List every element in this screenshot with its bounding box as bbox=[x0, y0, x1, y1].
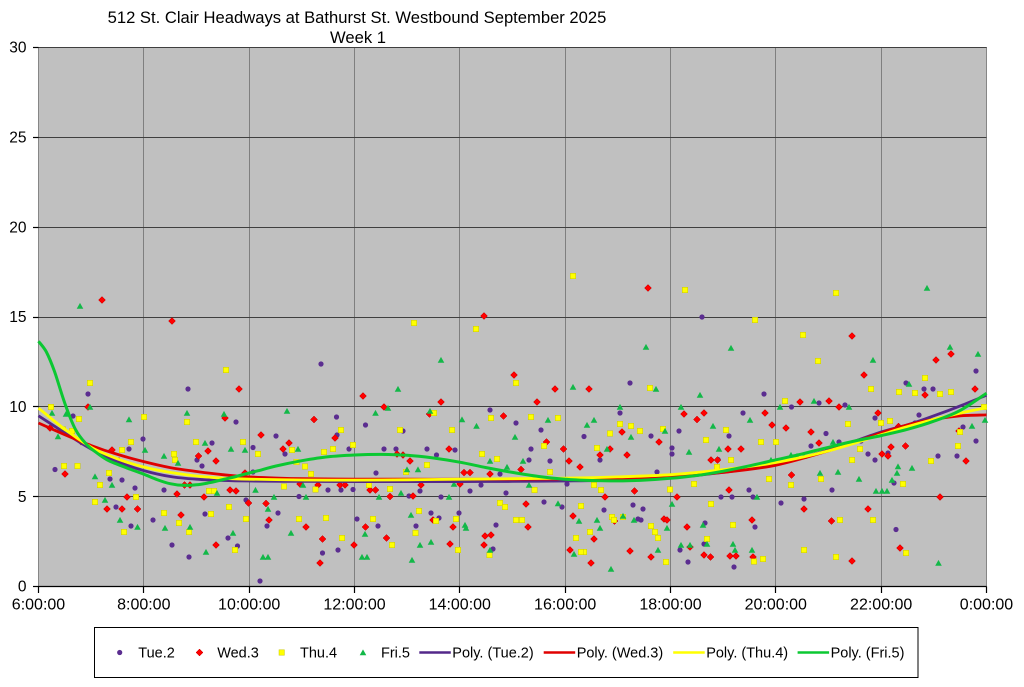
svg-text:20:00:00: 20:00:00 bbox=[745, 597, 807, 614]
svg-text:Poly. (Tue.2): Poly. (Tue.2) bbox=[452, 646, 533, 662]
svg-text:25: 25 bbox=[9, 130, 26, 147]
svg-text:30: 30 bbox=[9, 40, 27, 57]
svg-text:10: 10 bbox=[9, 399, 27, 416]
svg-text:16:00:00: 16:00:00 bbox=[534, 597, 596, 614]
svg-text:512 St. Clair Headways at Bath: 512 St. Clair Headways at Bathurst St. W… bbox=[108, 8, 607, 27]
svg-text:5: 5 bbox=[18, 489, 27, 506]
svg-text:6:00:00: 6:00:00 bbox=[12, 597, 65, 614]
svg-text:Poly. (Wed.3): Poly. (Wed.3) bbox=[577, 646, 664, 662]
svg-text:Fri.5: Fri.5 bbox=[381, 646, 410, 662]
svg-text:Tue.2: Tue.2 bbox=[138, 646, 175, 662]
svg-text:0: 0 bbox=[18, 579, 27, 596]
svg-text:Thu.4: Thu.4 bbox=[300, 646, 337, 662]
svg-text:22:00:00: 22:00:00 bbox=[850, 597, 912, 614]
svg-text:14:00:00: 14:00:00 bbox=[429, 597, 491, 614]
svg-text:0:00:00: 0:00:00 bbox=[960, 597, 1013, 614]
svg-text:15: 15 bbox=[9, 309, 26, 326]
svg-text:Poly. (Thu.4): Poly. (Thu.4) bbox=[706, 646, 788, 662]
svg-text:Poly. (Fri.5): Poly. (Fri.5) bbox=[831, 646, 905, 662]
svg-text:18:00:00: 18:00:00 bbox=[639, 597, 701, 614]
svg-text:Wed.3: Wed.3 bbox=[217, 646, 259, 662]
svg-text:20: 20 bbox=[9, 219, 27, 236]
svg-text:10:00:00: 10:00:00 bbox=[218, 597, 280, 614]
svg-text:8:00:00: 8:00:00 bbox=[117, 597, 170, 614]
svg-text:12:00:00: 12:00:00 bbox=[323, 597, 385, 614]
svg-text:Week 1: Week 1 bbox=[330, 28, 386, 47]
